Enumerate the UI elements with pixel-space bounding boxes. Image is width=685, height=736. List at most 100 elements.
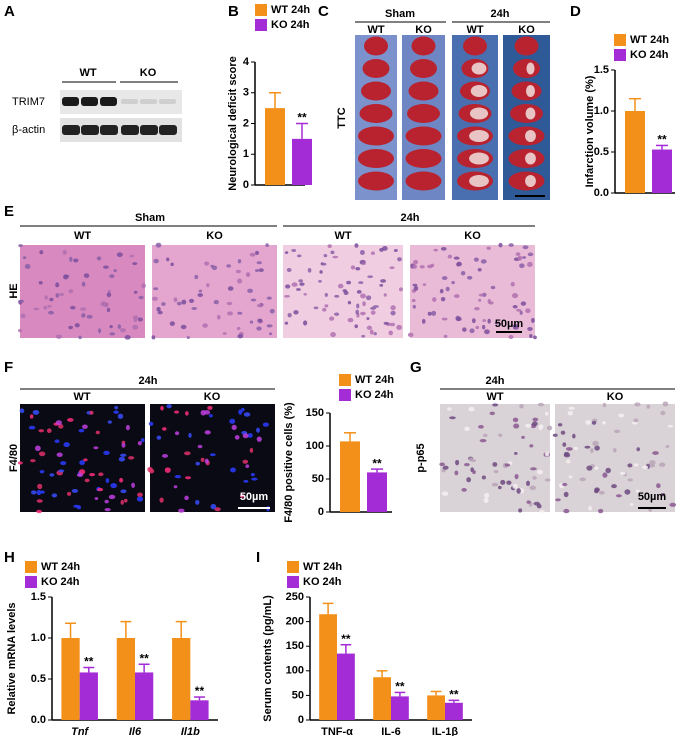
bar [373, 677, 391, 720]
micrograph [150, 404, 275, 512]
cell [506, 480, 512, 485]
cell [539, 509, 545, 513]
y-tick-label: 50 [312, 473, 324, 485]
significance: ** [449, 687, 459, 701]
cell [38, 429, 45, 433]
cell [265, 243, 269, 247]
y-tick-label: 1 [243, 148, 249, 160]
x-tick-label: Tnf [71, 726, 89, 736]
cell [84, 478, 90, 483]
cell [63, 442, 70, 448]
legend-swatch [255, 4, 267, 16]
cell [346, 280, 352, 285]
cell [95, 430, 100, 435]
cell [120, 499, 124, 505]
cell [24, 263, 31, 269]
cell [594, 445, 600, 451]
cell [141, 283, 146, 289]
cell [560, 430, 566, 435]
cell [293, 310, 299, 315]
cell [249, 252, 256, 257]
cell [646, 404, 651, 409]
cell [466, 477, 472, 483]
cell [565, 447, 573, 451]
cell [636, 447, 640, 452]
legend-label: WT 24h [303, 561, 342, 573]
band [81, 125, 99, 135]
significance: ** [195, 684, 205, 698]
cell [81, 281, 86, 287]
cell [529, 444, 534, 448]
cell [440, 296, 446, 302]
cell [411, 298, 416, 303]
cell [156, 435, 162, 440]
cell [519, 404, 524, 409]
infarct [470, 85, 488, 97]
infarct [469, 107, 489, 120]
cell [180, 324, 187, 330]
cell [358, 281, 364, 284]
cell [250, 472, 255, 477]
cell [397, 257, 402, 262]
cell [73, 258, 79, 263]
cell [237, 311, 243, 315]
panel-label: B [228, 3, 239, 20]
cell [484, 492, 490, 499]
cell [71, 488, 79, 493]
cell [466, 275, 473, 280]
cell [516, 488, 521, 494]
cell [649, 464, 655, 468]
cell [251, 477, 258, 481]
axis-label: F4/80 positive cells (%) [283, 402, 295, 523]
cell [662, 401, 669, 407]
cell [633, 418, 639, 423]
cell [492, 403, 499, 407]
cell [634, 402, 641, 407]
cell [162, 427, 167, 431]
label: WT [74, 230, 91, 242]
cell [500, 479, 506, 485]
cell [176, 301, 182, 306]
panel-label: E [4, 203, 14, 220]
infarct [525, 107, 536, 120]
cell [39, 469, 45, 474]
cell [227, 311, 233, 316]
bar [340, 441, 360, 512]
cell [572, 433, 576, 439]
cell [298, 279, 303, 283]
cell [268, 332, 273, 336]
significance: ** [297, 111, 307, 125]
cell [407, 332, 414, 338]
cell [649, 460, 656, 466]
cell [256, 427, 260, 433]
cell [214, 507, 221, 512]
bar [265, 108, 285, 185]
cell [322, 307, 327, 312]
cell [563, 508, 570, 514]
cell [635, 489, 640, 493]
cell [195, 461, 200, 466]
cell [330, 250, 335, 255]
cell [151, 335, 156, 340]
cell [313, 306, 319, 310]
label: KO [518, 24, 535, 36]
cell [545, 411, 549, 416]
cell [82, 424, 88, 430]
label: WT [466, 24, 483, 36]
cell [521, 256, 527, 259]
cell [108, 494, 116, 500]
cell [478, 293, 485, 297]
legend-swatch [339, 374, 351, 386]
cell [46, 428, 52, 434]
cell [526, 480, 530, 487]
cell [32, 410, 40, 415]
cell [525, 423, 532, 428]
cell [455, 459, 460, 466]
y-tick-label: 200 [286, 616, 304, 628]
cell [482, 324, 486, 330]
cell [511, 293, 519, 299]
infarct [469, 152, 489, 165]
cell [361, 334, 366, 338]
cell [256, 261, 262, 265]
bar [445, 702, 463, 720]
